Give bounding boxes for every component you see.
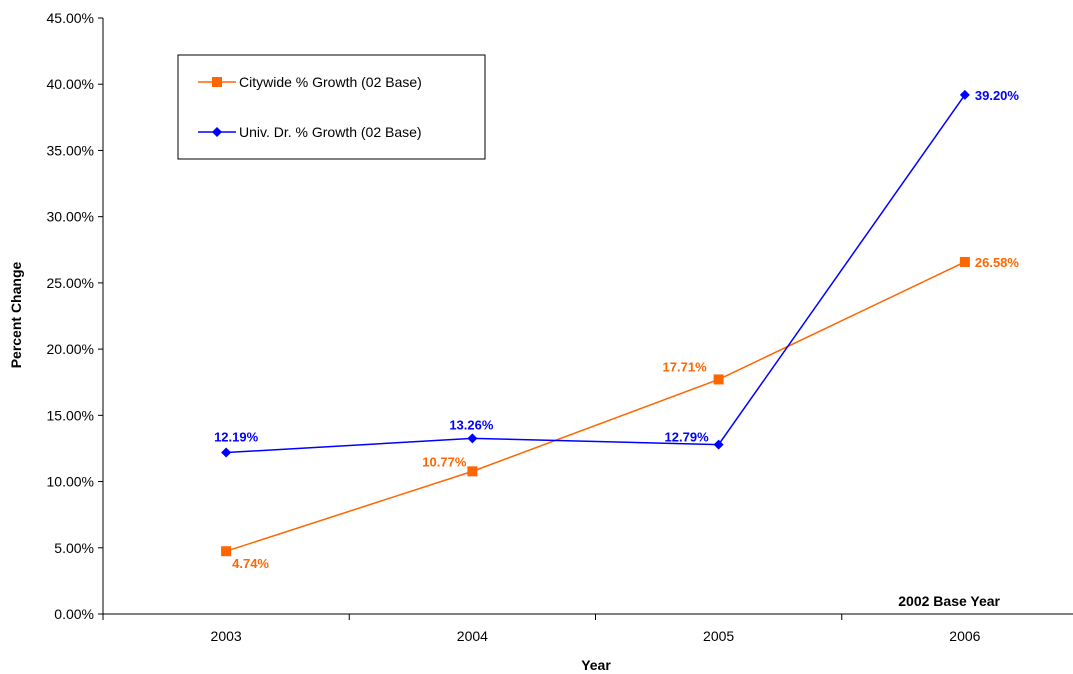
data-label: 10.77% — [422, 454, 467, 469]
y-tick-label: 30.00% — [47, 209, 94, 225]
y-tick-label: 20.00% — [47, 341, 94, 357]
y-tick-label: 10.00% — [47, 474, 94, 490]
data-label: 39.20% — [975, 88, 1020, 103]
data-label: 13.26% — [449, 417, 494, 432]
x-axis-ticks: 2003 2004 2005 2006 — [102, 614, 981, 644]
data-label: 12.79% — [665, 430, 710, 445]
y-tick-label: 40.00% — [47, 76, 94, 92]
y-tick-label: 15.00% — [47, 407, 94, 423]
data-label: 26.58% — [975, 255, 1020, 270]
legend-marker — [212, 77, 222, 87]
y-tick-label: 45.00% — [47, 10, 94, 26]
y-tick-label: 35.00% — [47, 142, 94, 158]
base-year-annotation: 2002 Base Year — [898, 593, 1000, 609]
data-point-marker — [959, 89, 970, 100]
series-line — [225, 261, 966, 552]
y-tick-label: 25.00% — [47, 275, 94, 291]
y-axis-title: Percent Change — [8, 261, 24, 368]
data-point-marker — [221, 546, 232, 557]
data-label: 17.71% — [663, 359, 708, 374]
legend: Citywide % Growth (02 Base) Univ. Dr. % G… — [177, 54, 486, 160]
data-point-marker — [713, 439, 724, 450]
data-point-marker — [959, 256, 970, 267]
series-line — [226, 94, 966, 454]
data-point-marker — [467, 466, 478, 477]
data-label: 12.19% — [214, 430, 259, 445]
y-axis-ticks: 0.00% 5.00% 10.00% 15.00% 20.00% 25.00% 30.00%… — [47, 10, 103, 622]
x-tick-label: 2005 — [703, 628, 734, 644]
legend-label: Citywide % Growth (02 Base) — [239, 74, 422, 90]
legend-label: Univ. Dr. % Growth (02 Base) — [239, 124, 422, 140]
y-tick-label: 5.00% — [54, 540, 94, 556]
legend-box — [177, 54, 486, 160]
y-tick-label: 0.00% — [54, 606, 94, 622]
x-tick-label: 2004 — [457, 628, 488, 644]
data-point-marker — [467, 433, 478, 444]
x-tick-label: 2006 — [949, 628, 980, 644]
data-point-marker — [221, 447, 232, 458]
data-label: 4.74% — [232, 556, 269, 571]
data-point-marker — [713, 374, 724, 385]
x-tick-label: 2003 — [211, 628, 242, 644]
legend-marker — [212, 127, 222, 137]
series-group: 4.74% 10.77% 17.71% 26.58% 12.19% 13.26% 12.79… — [214, 88, 1019, 571]
x-axis-title: Year — [581, 657, 611, 673]
